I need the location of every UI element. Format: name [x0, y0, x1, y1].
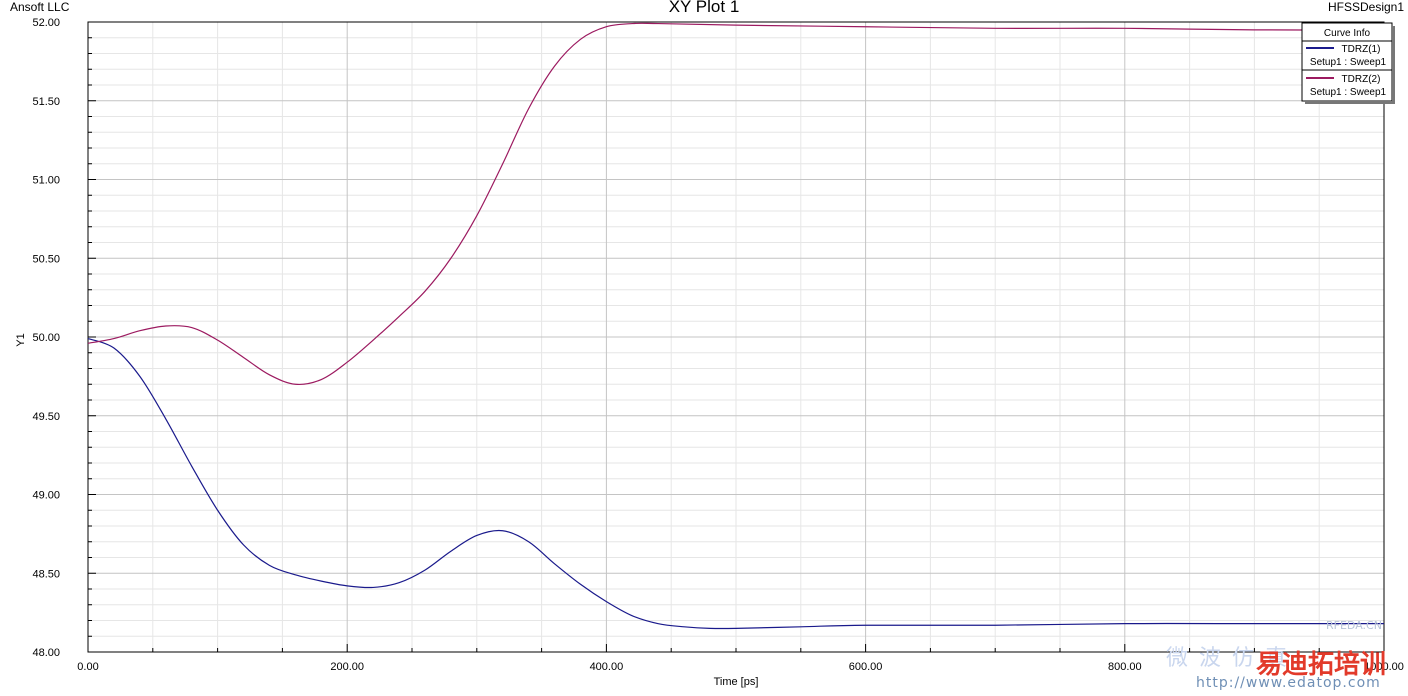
legend-shadow-bottom [1305, 101, 1395, 104]
series-layer [87, 22, 1385, 630]
x-tick-label: 0.00 [77, 661, 98, 673]
y-tick-label: 48.00 [32, 647, 60, 659]
company-label: Ansoft LLC [10, 0, 70, 14]
series-line-2 [87, 22, 1385, 386]
x-tick-label: 400.00 [590, 661, 624, 673]
legend-entry-2-name: TDRZ(2) [1342, 74, 1381, 85]
legend-entry-2-sub: Setup1 : Sweep1 [1310, 87, 1387, 98]
series-line-1 [87, 338, 1384, 630]
design-label: HFSSDesign1 [1327, 0, 1404, 14]
y-tick-label: 51.00 [32, 175, 60, 187]
y-tick-label: 50.50 [32, 253, 60, 265]
legend-title: Curve Info [1324, 28, 1371, 39]
x-tick-label: 200.00 [330, 661, 364, 673]
legend-box [1301, 22, 1393, 102]
chart-title: XY Plot 1 [668, 0, 740, 16]
y-tick-label: 48.50 [32, 568, 60, 580]
legend-shadow [1392, 26, 1395, 104]
legend-entry-1-sub: Setup1 : Sweep1 [1310, 57, 1387, 68]
y-tick-label: 49.00 [32, 490, 60, 502]
y-tick-label: 52.00 [32, 17, 60, 29]
grid-layer [87, 21, 1385, 653]
x-tick-label: 600.00 [849, 661, 883, 673]
y-tick-label: 51.50 [32, 96, 60, 108]
x-tick-label: 800.00 [1108, 661, 1142, 673]
y-tick-label: 49.50 [32, 411, 60, 423]
y-tick-label: 50.00 [32, 332, 60, 344]
legend[interactable]: Curve Info TDRZ(1) Setup1 : Sweep1 TDRZ(… [1301, 22, 1395, 104]
y-axis-label: Y1 [15, 333, 27, 346]
axis-layer: 48.00 48.50 49.00 49.50 50.00 50.50 51.00 51.50… [32, 17, 1403, 673]
x-axis-label: Time [ps] [714, 676, 759, 688]
legend-entry-1-name: TDRZ(1) [1342, 44, 1381, 55]
x-tick-label: 1000.00 [1364, 661, 1404, 673]
